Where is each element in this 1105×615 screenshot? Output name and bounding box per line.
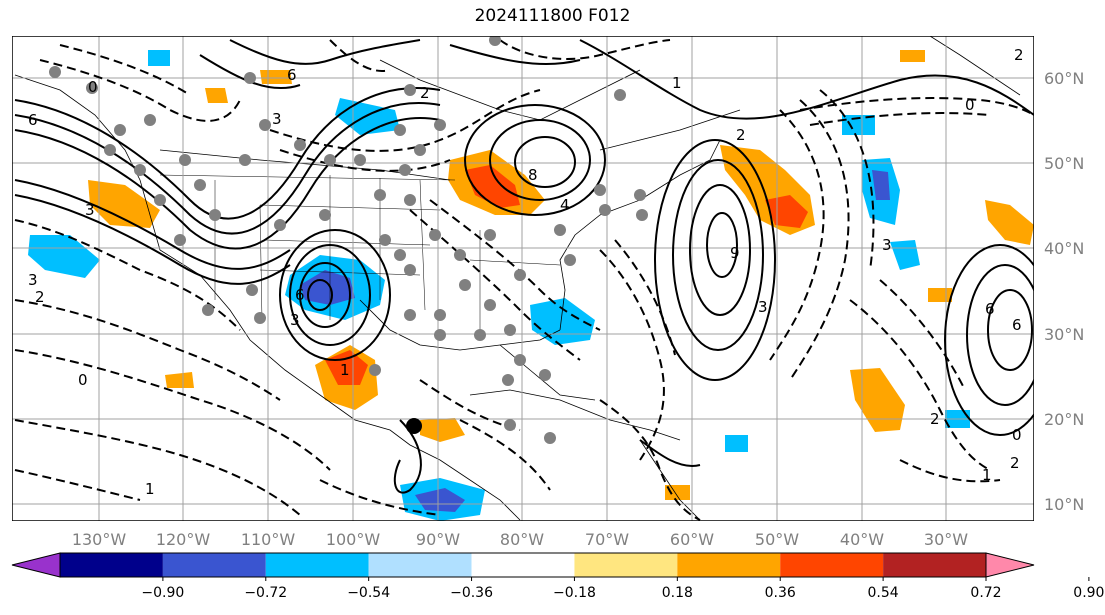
lon-label: 110°W — [241, 530, 296, 549]
svg-text:9: 9 — [730, 244, 740, 262]
svg-text:3: 3 — [882, 236, 892, 254]
colorbar-tick-label: 0.72 — [970, 585, 1001, 601]
colorbar-tick-label: −0.18 — [553, 585, 596, 601]
orange-area-pacific-nw — [88, 180, 160, 228]
map-panel: 6 2 3 6 0 3 8 4 6 3 1 3 0 2 1 3 6 2 0 3 … — [12, 36, 1034, 521]
coastlines — [14, 36, 1021, 521]
svg-text:0: 0 — [1012, 426, 1022, 444]
lat-label: 50°N — [1044, 154, 1084, 173]
shaded-anomaly-fields — [28, 50, 1034, 521]
colorbar-tick-label: −0.90 — [141, 585, 184, 601]
lat-label: 60°N — [1044, 69, 1084, 88]
orange-area-small-3 — [165, 372, 194, 388]
lat-label: 20°N — [1044, 410, 1084, 429]
lon-label: 40°W — [840, 530, 884, 549]
svg-text:2: 2 — [1014, 46, 1024, 64]
lon-label: 130°W — [72, 530, 127, 549]
svg-text:8: 8 — [528, 166, 538, 184]
svg-text:3: 3 — [85, 201, 95, 219]
colorbar-tick-label: −0.54 — [347, 585, 390, 601]
svg-text:2: 2 — [736, 126, 746, 144]
black-marker-dot — [406, 418, 422, 434]
red-area-atlantic — [765, 195, 808, 228]
orange-area-small-5 — [900, 50, 925, 62]
svg-text:2: 2 — [1010, 454, 1020, 472]
svg-text:6: 6 — [295, 286, 305, 304]
svg-text:0: 0 — [78, 371, 88, 389]
svg-text:3: 3 — [28, 271, 38, 289]
orange-area-small-4 — [928, 288, 952, 302]
colorbar-tick-label: 0.18 — [662, 585, 693, 601]
colorbar-segment — [60, 553, 163, 577]
station-dots — [49, 36, 648, 444]
lon-label: 70°W — [585, 530, 629, 549]
longitude-axis-labels: 130°W 120°W 110°W 100°W 90°W 80°W 70°W 6… — [72, 530, 968, 549]
colorbar-segment — [471, 553, 575, 577]
contour-labels: 6 2 3 6 0 3 8 4 6 3 1 3 0 2 1 3 6 2 0 3 … — [28, 46, 1024, 498]
blue-area-small-4 — [842, 115, 875, 135]
svg-text:1: 1 — [145, 480, 155, 498]
dark-blue-area-central-america — [415, 488, 465, 512]
latitude-axis-labels: 60°N 50°N 40°N 30°N 20°N 10°N — [1044, 69, 1084, 514]
svg-text:6: 6 — [1012, 316, 1022, 334]
svg-text:4: 4 — [560, 196, 570, 214]
svg-text:3: 3 — [272, 110, 282, 128]
lon-label: 80°W — [500, 530, 544, 549]
lon-label: 30°W — [924, 530, 968, 549]
colorbar-tick-label: 0.36 — [765, 585, 796, 601]
svg-text:3: 3 — [758, 298, 768, 316]
lat-label: 10°N — [1044, 495, 1084, 514]
svg-text:6: 6 — [985, 300, 995, 318]
lat-label: 40°N — [1044, 239, 1084, 258]
blue-area-small-1 — [148, 50, 170, 66]
lon-label: 100°W — [326, 530, 381, 549]
orange-area-small-6 — [665, 485, 690, 500]
colorbar-segment — [574, 553, 678, 577]
colorbar-tick-label: −0.72 — [244, 585, 287, 601]
lon-label: 60°W — [670, 530, 714, 549]
svg-text:6: 6 — [28, 111, 38, 129]
svg-text:0: 0 — [965, 96, 975, 114]
chart-title: 2024111800 F012 — [474, 6, 631, 26]
svg-text:2: 2 — [420, 84, 430, 102]
orange-area-east-atlantic — [985, 200, 1034, 245]
dashed-contours — [14, 39, 1034, 521]
lon-label: 90°W — [416, 530, 460, 549]
svg-text:2: 2 — [35, 288, 45, 306]
colorbar-segment — [677, 553, 781, 577]
blue-area-small-2 — [725, 435, 748, 452]
lon-label: 120°W — [156, 530, 211, 549]
colorbar-segment — [162, 553, 266, 577]
orange-area-small-2 — [205, 88, 228, 103]
colorbar-extend-min — [11, 552, 61, 578]
blue-area-north-atlantic-inner — [872, 170, 890, 200]
orange-area-caribbean — [420, 418, 465, 442]
svg-text:2: 2 — [930, 410, 940, 428]
colorbar: −0.90 −0.72 −0.54 −0.36 −0.18 0.18 0.36 0.54 0.7… — [11, 552, 1104, 601]
colorbar-tick-label: 0.54 — [868, 585, 899, 601]
svg-text:1: 1 — [672, 74, 682, 92]
blue-area-pacific — [28, 235, 100, 278]
colorbar-segment — [780, 553, 884, 577]
colorbar-extend-max — [985, 552, 1035, 578]
colorbar-tick-label: −0.36 — [450, 585, 493, 601]
lon-label: 50°W — [755, 530, 799, 549]
orange-area-subtropical-atlantic — [850, 368, 905, 432]
svg-text:0: 0 — [88, 78, 98, 96]
lat-label: 30°N — [1044, 325, 1084, 344]
colorbar-segment — [368, 553, 472, 577]
colorbar-tick-label: 0.90 — [1073, 585, 1104, 601]
colorbar-segment — [883, 553, 986, 577]
red-area-mexico — [325, 350, 368, 385]
svg-text:1: 1 — [982, 466, 992, 484]
colorbar-segment — [265, 553, 369, 577]
dark-blue-area-southwest-us — [300, 270, 355, 305]
svg-text:1: 1 — [340, 361, 350, 379]
svg-text:3: 3 — [290, 311, 300, 329]
svg-text:6: 6 — [287, 66, 297, 84]
red-area-northeast-us — [465, 165, 520, 208]
